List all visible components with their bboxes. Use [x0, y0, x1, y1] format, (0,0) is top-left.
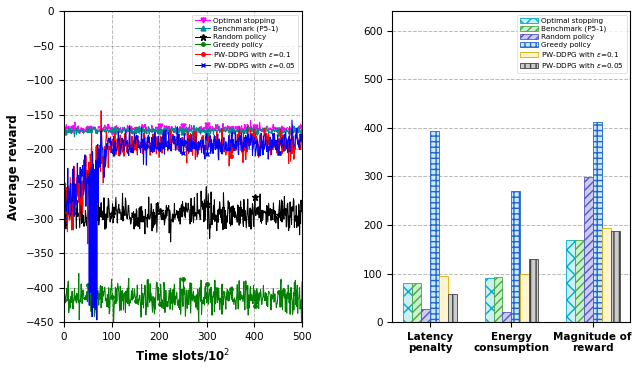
Optimal stopping: [298, 124, 306, 128]
PW-DDPG with $\epsilon$=0.05: [298, 132, 306, 137]
Line: PW-DDPG with $\epsilon$=0.05: PW-DDPG with $\epsilon$=0.05: [62, 117, 305, 323]
Bar: [575, 240, 584, 322]
Bar: [448, 294, 457, 322]
Legend: Optimal stopping, Benchmark (P5-1), Random policy, Greedy policy, PW-DDPG with $: Optimal stopping, Benchmark (P5-1), Rand…: [193, 15, 298, 72]
PW-DDPG with $\epsilon$=0.1: [190, 144, 198, 149]
Random policy: [61, 219, 68, 224]
Random policy: [174, 216, 182, 220]
PW-DDPG with $\epsilon$=0.05: [61, 218, 68, 222]
PW-DDPG with $\epsilon$=0.05: [293, 137, 301, 141]
X-axis label: Time slots/10$^2$: Time slots/10$^2$: [136, 348, 230, 365]
Line: Benchmark (P5-1): Benchmark (P5-1): [62, 123, 305, 139]
Bar: [412, 283, 421, 322]
Random policy: [175, 213, 183, 218]
Optimal stopping: [189, 127, 197, 132]
Greedy policy: [176, 307, 184, 312]
Random policy: [202, 185, 210, 189]
Bar: [602, 229, 611, 322]
PW-DDPG with $\epsilon$=0.1: [203, 144, 211, 148]
Optimal stopping: [247, 118, 255, 123]
PW-DDPG with $\epsilon$=0.1: [174, 148, 182, 152]
PW-DDPG with $\epsilon$=0.1: [256, 132, 264, 137]
Greedy policy: [293, 283, 301, 288]
Y-axis label: Average reward: Average reward: [7, 114, 20, 220]
Benchmark (P5-1): [174, 129, 182, 134]
Legend: Optimal stopping, Benchmark (P5-1), Random policy, Greedy policy, PW-DDPG with $: Optimal stopping, Benchmark (P5-1), Rand…: [517, 15, 627, 72]
Bar: [421, 309, 430, 322]
PW-DDPG with $\epsilon$=0.05: [202, 136, 210, 141]
Optimal stopping: [159, 132, 166, 136]
Line: Optimal stopping: Optimal stopping: [62, 118, 305, 137]
PW-DDPG with $\epsilon$=0.05: [256, 144, 264, 149]
Bar: [403, 283, 412, 322]
Bar: [529, 259, 538, 322]
Greedy policy: [190, 298, 198, 303]
Benchmark (P5-1): [298, 126, 306, 130]
Random policy: [298, 198, 306, 202]
PW-DDPG with $\epsilon$=0.1: [84, 241, 92, 246]
Benchmark (P5-1): [175, 130, 183, 135]
Greedy policy: [298, 280, 306, 284]
Random policy: [189, 221, 197, 225]
Line: PW-DDPG with $\epsilon$=0.1: PW-DDPG with $\epsilon$=0.1: [63, 109, 304, 246]
Greedy policy: [75, 271, 83, 276]
Bar: [593, 122, 602, 322]
PW-DDPG with $\epsilon$=0.05: [93, 318, 100, 322]
Benchmark (P5-1): [190, 123, 198, 128]
Bar: [520, 274, 529, 322]
Random policy: [256, 192, 264, 196]
Bar: [439, 276, 448, 322]
PW-DDPG with $\epsilon$=0.05: [288, 118, 296, 122]
Optimal stopping: [256, 125, 264, 129]
Benchmark (P5-1): [203, 127, 211, 132]
Optimal stopping: [293, 127, 301, 132]
Random policy: [203, 204, 211, 208]
Bar: [566, 240, 575, 322]
Optimal stopping: [175, 127, 183, 131]
PW-DDPG with $\epsilon$=0.05: [189, 140, 197, 144]
Line: Random policy: Random policy: [61, 183, 305, 245]
PW-DDPG with $\epsilon$=0.05: [175, 149, 183, 153]
Bar: [502, 312, 511, 322]
PW-DDPG with $\epsilon$=0.1: [176, 139, 184, 143]
Greedy policy: [174, 299, 182, 303]
PW-DDPG with $\epsilon$=0.1: [293, 137, 301, 141]
Greedy policy: [256, 293, 264, 298]
Greedy policy: [109, 327, 117, 331]
Greedy policy: [203, 301, 211, 305]
Bar: [493, 277, 502, 322]
Benchmark (P5-1): [256, 127, 264, 131]
Benchmark (P5-1): [70, 135, 78, 139]
Bar: [611, 231, 620, 322]
PW-DDPG with $\epsilon$=0.05: [174, 143, 182, 147]
PW-DDPG with $\epsilon$=0.1: [97, 108, 105, 113]
Optimal stopping: [61, 127, 68, 132]
Bar: [511, 191, 520, 322]
Random policy: [293, 214, 301, 218]
Greedy policy: [61, 298, 68, 302]
Optimal stopping: [174, 127, 182, 131]
Benchmark (P5-1): [293, 128, 301, 133]
Optimal stopping: [202, 127, 210, 132]
Random policy: [167, 240, 175, 244]
Bar: [484, 279, 493, 322]
Bar: [430, 131, 439, 322]
Benchmark (P5-1): [61, 130, 68, 135]
PW-DDPG with $\epsilon$=0.1: [61, 218, 68, 223]
Bar: [584, 177, 593, 322]
Benchmark (P5-1): [189, 130, 197, 135]
Line: Greedy policy: Greedy policy: [63, 272, 304, 331]
PW-DDPG with $\epsilon$=0.1: [298, 135, 306, 140]
